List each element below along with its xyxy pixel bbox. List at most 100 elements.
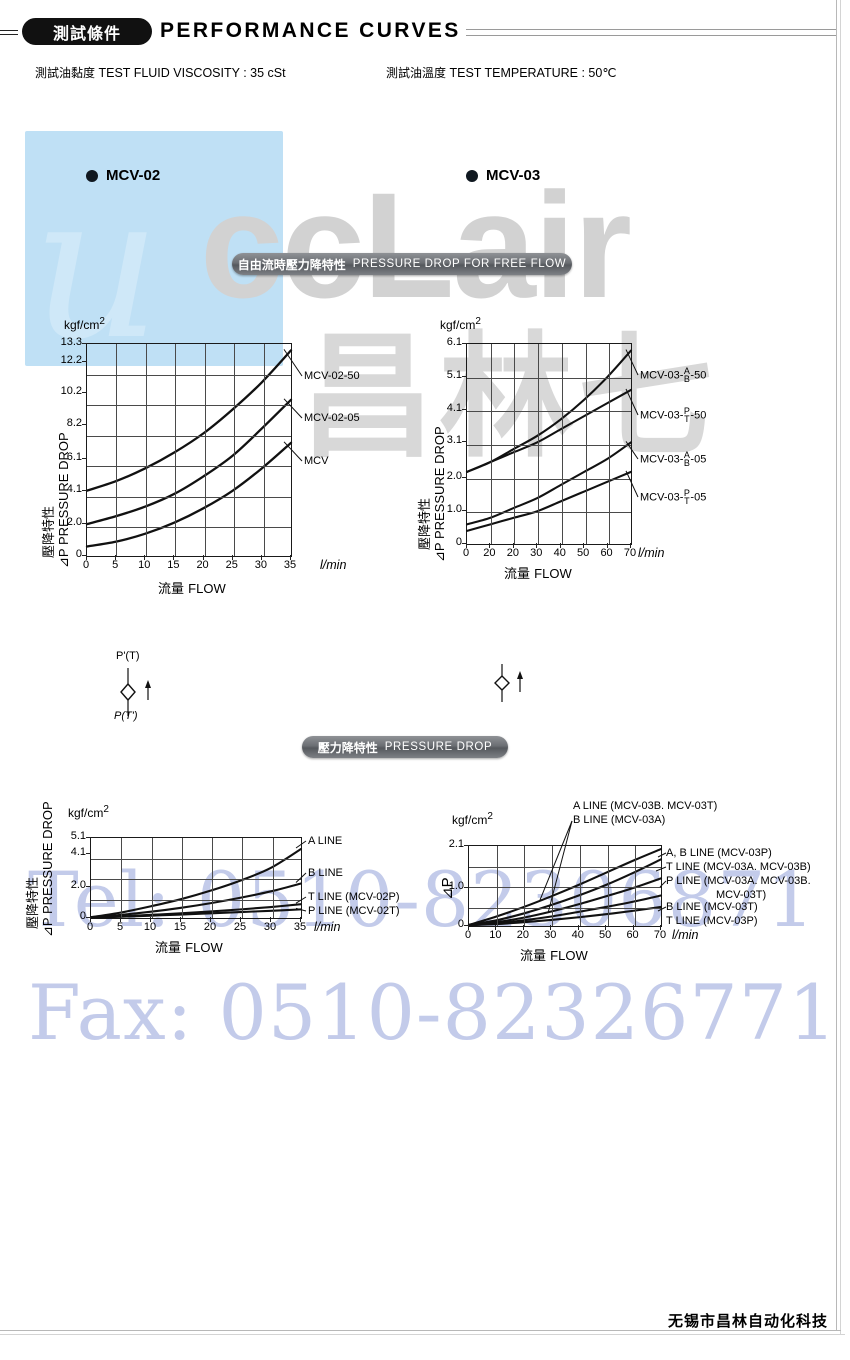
valve-port-top-label: P'(T)	[116, 650, 140, 662]
chart-mcv02-pressure-drop: kgf/cm2 壓降特性 ⊿P PRESSURE DROP 0 2.0 4.1 5.1…	[0, 795, 420, 965]
y-tick-mark	[462, 477, 467, 478]
y-tick-mark	[82, 458, 87, 459]
y-tick-label: 10.2	[60, 385, 82, 398]
x-tick-label: 30	[263, 921, 277, 933]
y-tick-mark	[464, 925, 469, 926]
y-tick-label: 12.2	[60, 353, 82, 366]
chart4-y-unit-sup: 2	[487, 811, 493, 822]
bullet-icon	[86, 169, 98, 182]
y-tick-label: 0	[455, 536, 462, 548]
chart1-y-unit-text: kgf/cm	[64, 318, 100, 332]
y-tick-mark	[82, 555, 87, 556]
chart4-x-title-cn: 流量	[520, 949, 547, 964]
y-tick-mark	[82, 361, 87, 362]
x-tick-mark	[240, 917, 241, 922]
gridline-horizontal	[467, 411, 631, 412]
chart2-plot-area	[465, 343, 633, 545]
curve-mcv-03-p-t-05	[465, 470, 633, 532]
chart3-y-axis-title: 壓降特性	[22, 877, 41, 929]
gridline-horizontal	[87, 466, 291, 467]
header-left-rule	[0, 30, 18, 35]
x-tick-label: 0	[462, 547, 470, 559]
curve-label-right-0: A, B LINE (MCV-03P)	[666, 847, 772, 859]
chart2-y-unit-sup: 2	[475, 316, 481, 327]
y-tick-label: 1.0	[448, 879, 464, 892]
y-tick-mark	[82, 490, 87, 491]
check-valve-symbol-icon	[494, 664, 523, 702]
fax-watermark: Fax: 0510-82326771	[28, 968, 838, 1057]
x-tick-mark	[560, 543, 561, 548]
y-tick-mark	[462, 343, 467, 344]
y-tick-mark	[462, 376, 467, 377]
x-tick-label: 40	[571, 929, 584, 941]
curve-mcv-02-50	[85, 349, 293, 492]
y-tick-label: 2.1	[448, 838, 464, 850]
banner-pressure-drop-cn: 壓力降特性	[317, 740, 378, 755]
y-tick-label: 8.2	[66, 417, 82, 430]
chart-mcv03-pressure-drop: kgf/cm2 ⊿P A LINE (MCV-03B. MCV-03T) B L…	[420, 795, 850, 965]
gridline-vertical	[538, 344, 539, 544]
chart2-x-title-en: FLOW	[534, 566, 572, 581]
condition-viscosity-cn: 測試油黏度	[35, 66, 96, 80]
gridline-vertical	[205, 344, 206, 556]
gridline-vertical	[182, 838, 183, 918]
gridline-vertical	[264, 344, 265, 556]
condition-viscosity-en: TEST FLUID VISCOSITY : 35 cSt	[98, 66, 286, 80]
chart1-y-unit-sup: 2	[99, 316, 105, 327]
curve-label-mcv-03-a-b-05: MCV-03- A B -05	[640, 450, 707, 468]
y-tick-label: 3.1	[446, 434, 462, 447]
x-tick-mark	[578, 925, 579, 930]
curve-leader-line	[295, 907, 307, 912]
x-tick-mark	[150, 917, 151, 922]
chart1-x-title-en: FLOW	[188, 581, 226, 596]
cclair-logo-watermark: ccLair	[200, 161, 632, 329]
curve-label-right-4: B LINE (MCV-03T)	[666, 901, 758, 913]
curve-p-line-mcv-02t-	[89, 908, 303, 919]
chart3-y-unit-text: kgf/cm	[68, 806, 104, 820]
y-tick-label: 13.3	[60, 336, 82, 348]
chart4-plot-area	[467, 845, 663, 927]
curve-label-t-line-mcv-02p-: T LINE (MCV-02P)	[308, 891, 400, 903]
curve-leader-line	[625, 388, 639, 416]
gridline-vertical	[242, 838, 243, 918]
x-tick-mark	[466, 543, 467, 548]
chart3-y-unit-sup: 2	[103, 804, 109, 815]
condition-temperature-en: TEST TEMPERATURE : 50℃	[449, 66, 617, 80]
gridline-vertical	[152, 838, 153, 918]
curve-label-right-1: T LINE (MCV-03A. MCV-03B)	[666, 861, 811, 873]
chart4-top-label-a: A LINE (MCV-03B. MCV-03T)	[573, 800, 718, 812]
chart2-x-title-cn: 流量	[504, 567, 531, 582]
gridline-vertical	[491, 344, 492, 544]
gridline-horizontal	[87, 405, 291, 406]
chart3-y-unit: kgf/cm2	[68, 804, 109, 820]
x-tick-label: 50	[599, 929, 612, 941]
curve-leader-line	[283, 398, 303, 419]
curve-leader-line	[625, 441, 639, 460]
x-tick-mark	[232, 555, 233, 560]
curve-leader-line	[295, 896, 307, 904]
curve-leader-line	[625, 470, 639, 498]
model-legend-mcv03-label: MCV-03	[486, 167, 541, 184]
x-tick-mark	[468, 925, 469, 930]
y-tick-label: 2.0	[66, 516, 82, 529]
chart1-curves	[85, 349, 293, 548]
x-tick-label: 0	[82, 559, 90, 571]
x-tick-mark	[86, 555, 87, 560]
x-tick-label: 50	[577, 547, 590, 559]
gridline-vertical	[586, 344, 587, 544]
x-tick-label: 5	[112, 559, 119, 571]
curve-label-right-3: MCV-03T)	[716, 889, 767, 901]
gridline-horizontal	[87, 497, 291, 498]
gridline-horizontal	[467, 378, 631, 379]
chart1-x-unit: l/min	[320, 558, 347, 572]
x-tick-label: 20	[506, 547, 519, 559]
y-tick-mark	[82, 424, 87, 425]
curve-label-mcv-03-p-t-05: MCV-03- P T -05	[640, 488, 707, 506]
gridline-vertical	[116, 344, 117, 556]
y-tick-mark	[82, 343, 87, 344]
x-tick-mark	[523, 925, 524, 930]
gridline-vertical	[234, 344, 235, 556]
gridline-vertical	[514, 344, 515, 544]
y-tick-label: 4.1	[446, 401, 462, 414]
chart4-x-unit: l/min	[672, 928, 699, 942]
